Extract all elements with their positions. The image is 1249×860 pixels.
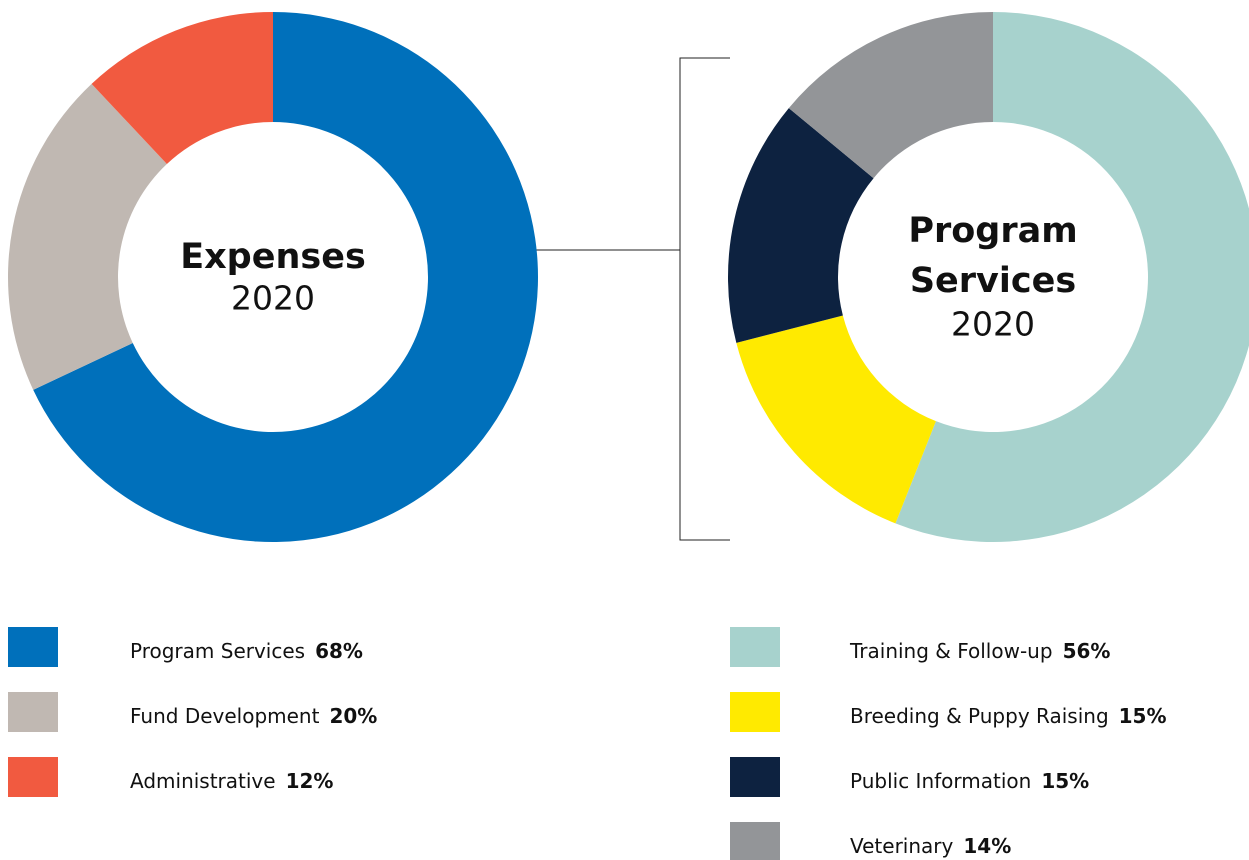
donut-slice	[728, 108, 874, 343]
legend-category: Breeding & Puppy Raising	[850, 704, 1109, 728]
legend-label: Veterinary 14%	[850, 834, 1011, 858]
bracket	[679, 57, 730, 541]
legend-value: 20%	[329, 704, 377, 728]
legend-category: Program Services	[130, 639, 305, 663]
legend-swatch	[730, 692, 780, 732]
legend-label: Program Services 68%	[130, 639, 363, 663]
legend-swatch	[730, 627, 780, 667]
legend-label: Fund Development 20%	[130, 704, 377, 728]
donut-slice	[736, 315, 936, 524]
legend-swatch	[730, 822, 780, 860]
legend-value: 15%	[1119, 704, 1167, 728]
legend-swatch	[8, 692, 58, 732]
legend-swatch	[8, 627, 58, 667]
legend-category: Administrative	[130, 769, 276, 793]
legend-value: 14%	[963, 834, 1011, 858]
legend-category: Veterinary	[850, 834, 954, 858]
legend-label: Public Information 15%	[850, 769, 1089, 793]
legend-label: Training & Follow-up 56%	[849, 639, 1110, 663]
donut-slice	[895, 12, 1249, 542]
legend-value: 15%	[1041, 769, 1089, 793]
chart-title: Program	[908, 211, 1077, 251]
donut-slice	[91, 12, 273, 165]
chart-title: Services	[910, 261, 1076, 301]
legend-value: 12%	[286, 769, 334, 793]
legend-label: Breeding & Puppy Raising 15%	[850, 704, 1167, 728]
donut-slice	[33, 12, 539, 542]
legend-swatch	[730, 757, 780, 797]
chart-subtitle: 2020	[231, 279, 315, 318]
legend-swatch	[8, 757, 58, 797]
legend-category: Training & Follow-up	[849, 639, 1053, 663]
chart-subtitle: 2020	[951, 305, 1035, 344]
chart-title: Expenses	[180, 237, 366, 277]
legend-category: Fund Development	[130, 704, 320, 728]
donut-slice	[788, 12, 993, 179]
donut-slice	[8, 83, 167, 390]
legend-value: 68%	[315, 639, 363, 663]
legend-category: Public Information	[850, 769, 1031, 793]
legend-value: 56%	[1063, 639, 1111, 663]
legend-label: Administrative 12%	[130, 769, 333, 793]
